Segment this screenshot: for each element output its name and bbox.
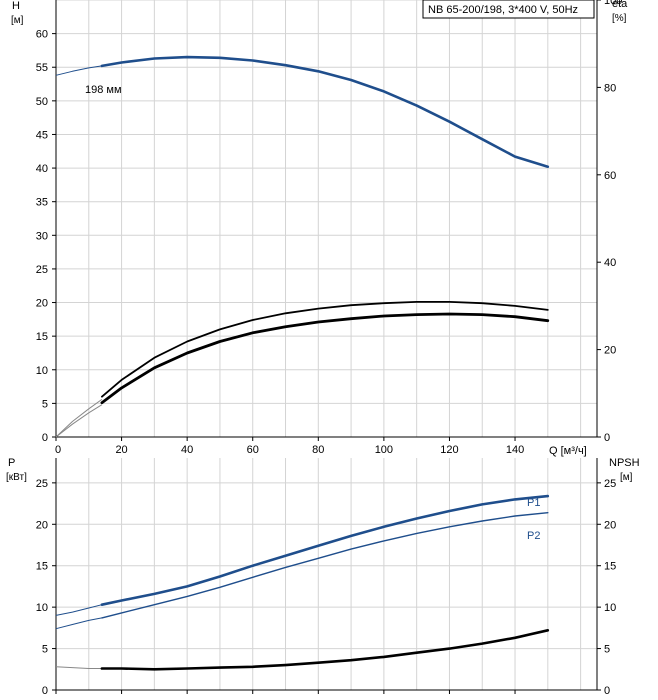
x-tick-label: 0 [55,444,61,456]
right-tick-label: 100 [604,0,622,7]
left-tick-label: 25 [36,264,48,276]
curve-label-p1: P1 [527,497,540,509]
panel-frames [52,0,601,694]
right-tick-label: 15 [604,561,616,573]
left-tick-label: 60 [36,29,48,41]
h-axis-unit: [м] [11,15,24,26]
left-tick-label: 35 [36,197,48,209]
curve-bot-0 [100,494,550,606]
left-tick-label: 15 [36,561,48,573]
curve-bot-1 [101,512,549,619]
curve-label-p2: P2 [527,530,540,542]
right-tick-label: 20 [604,519,616,531]
curve-top-2 [100,312,550,405]
right-tick-label: 10 [604,602,616,614]
x-tick-label: 140 [506,444,524,456]
x-tick-label: 100 [375,444,393,456]
curve-extension-bot-1 [55,617,102,630]
left-tick-label: 5 [42,644,48,656]
right-tick-label: 80 [604,82,616,94]
curve-label-198mm: 198 мм [85,84,122,96]
right-tick-label: 0 [604,685,610,697]
left-tick-label: 20 [36,298,48,310]
left-tick-label: 25 [36,478,48,490]
x-tick-label: 80 [312,444,324,456]
left-tick-label: 30 [36,230,48,242]
p-axis-label: P [8,457,15,469]
right-tick-label: 20 [604,345,616,357]
x-tick-label: 120 [440,444,458,456]
curve-top-1 [101,301,549,398]
left-tick-label: 55 [36,62,48,74]
model-badge: NB 65-200/198, 3*400 V, 50Hz [428,4,578,16]
npsh-axis-label: NPSH [609,457,640,469]
left-tick-label: 45 [36,129,48,141]
left-tick-label: 0 [42,432,48,444]
curve-extension-top-1 [55,398,103,438]
right-tick-label: 5 [604,644,610,656]
top-panel-grid [56,0,597,437]
x-tick-label: 60 [247,444,259,456]
left-tick-label: 20 [36,519,48,531]
x-tick-label: 40 [181,444,193,456]
curve-extension-top-2 [55,404,103,438]
curve-extension-bot-0 [55,604,103,616]
right-tick-label: 40 [604,257,616,269]
right-tick-label: 25 [604,478,616,490]
left-tick-label: 10 [36,365,48,377]
bottom-panel-grid [56,458,597,690]
left-tick-label: 40 [36,163,48,175]
eta-axis-unit: [%] [612,13,627,24]
curves [55,55,550,671]
curve-extension-top-0 [55,65,102,76]
h-axis-label: H [12,0,20,12]
eta-axis-label: eta [612,0,628,10]
x-tick-label: 20 [115,444,127,456]
curve-extension-bot-2 [55,666,102,669]
model-badge-box [422,0,595,19]
left-tick-label: 5 [42,398,48,410]
left-tick-label: 0 [42,685,48,697]
npsh-axis-unit: [м] [620,472,633,483]
curve-bot-2 [100,629,550,671]
p-axis-unit: [кВт] [6,472,27,483]
curve-top-0 [100,55,550,168]
left-tick-label: 50 [36,96,48,108]
left-tick-label: 15 [36,331,48,343]
right-tick-label: 60 [604,170,616,182]
left-tick-label: 10 [36,602,48,614]
right-tick-label: 0 [604,432,610,444]
q-axis-label: Q [м³/ч] [549,445,587,457]
